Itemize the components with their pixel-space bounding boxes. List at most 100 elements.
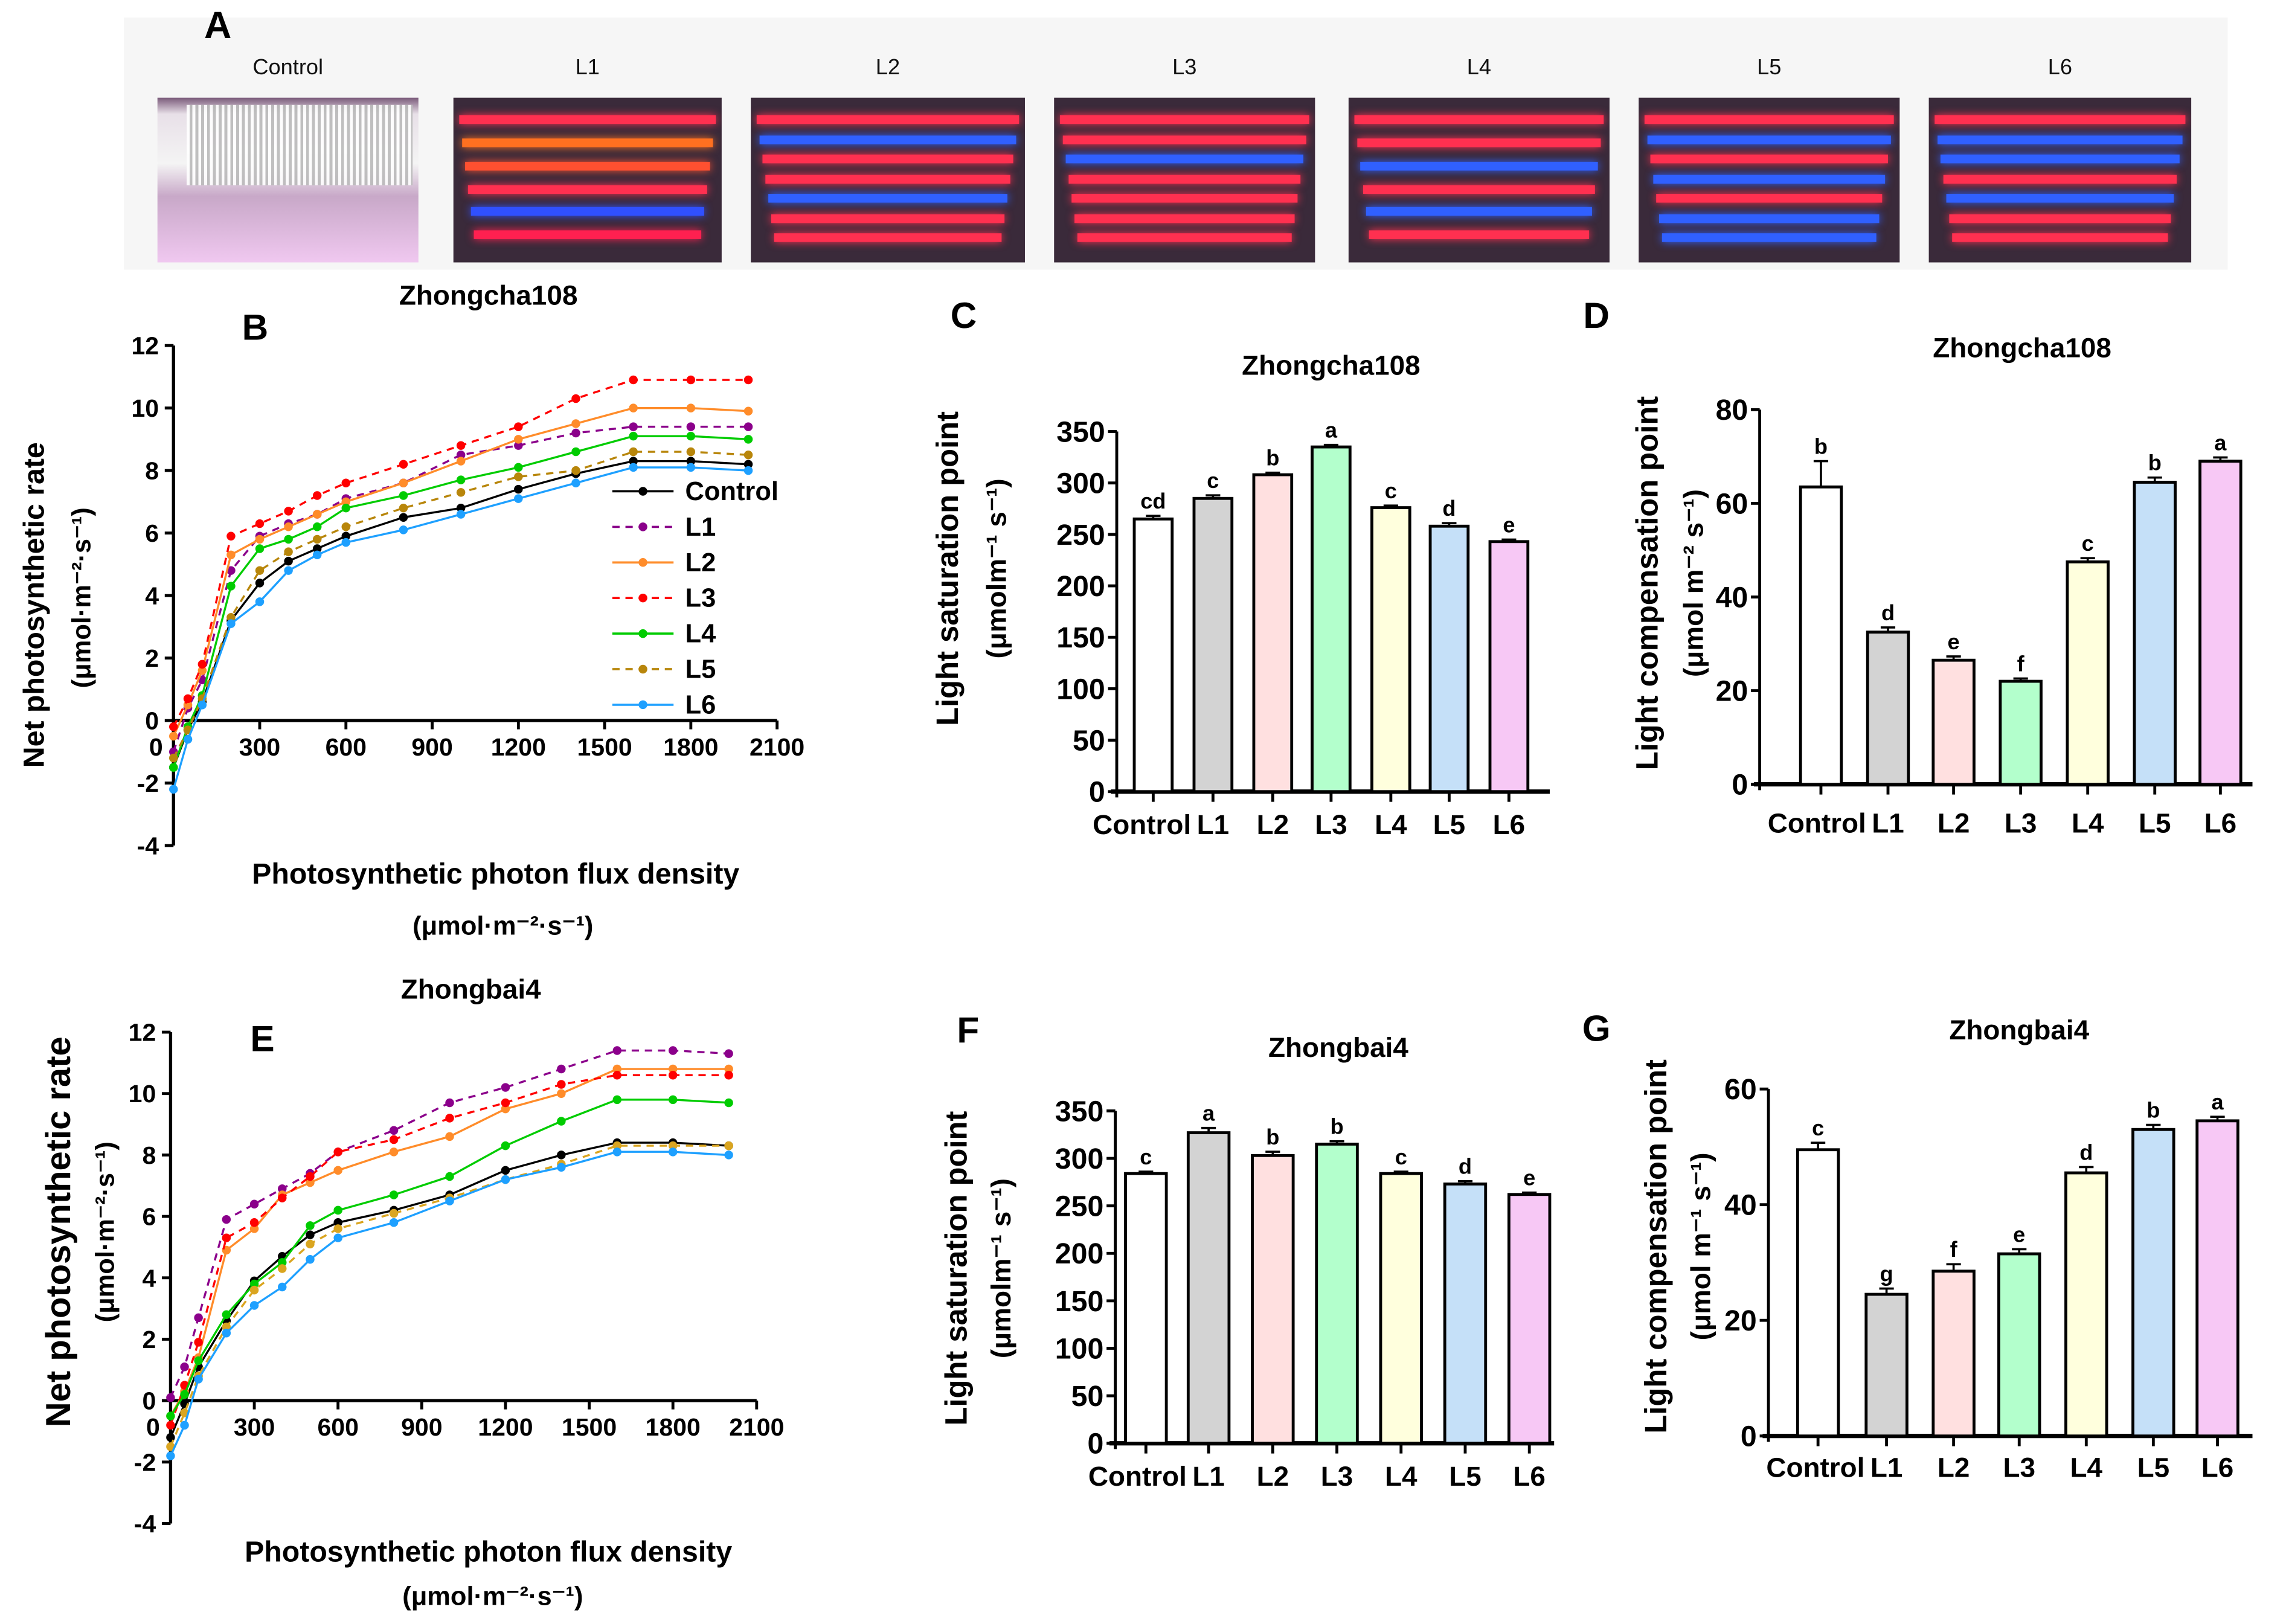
data-point-l3 bbox=[456, 441, 466, 450]
significance-letter: g bbox=[1880, 1261, 1893, 1286]
significance-letter: b bbox=[1266, 1125, 1279, 1149]
data-point-l6 bbox=[456, 510, 466, 519]
y-tick-label: 100 bbox=[1055, 1332, 1104, 1365]
data-point-control bbox=[557, 1151, 566, 1160]
panel-letter: C bbox=[951, 295, 977, 336]
data-point-control bbox=[255, 579, 265, 588]
data-point-l2 bbox=[284, 522, 293, 531]
data-point-l6 bbox=[571, 478, 580, 488]
x-tick-label: 1800 bbox=[663, 733, 718, 761]
panel-letter: F bbox=[957, 1009, 979, 1050]
data-point-l3 bbox=[312, 491, 322, 500]
data-point-l3 bbox=[278, 1193, 287, 1202]
y-tick-label: 300 bbox=[1056, 467, 1105, 500]
category-label: Control bbox=[1768, 807, 1866, 838]
data-point-l4 bbox=[501, 1141, 510, 1151]
bar-l5 bbox=[2131, 1128, 2175, 1438]
category-label: L2 bbox=[1257, 809, 1289, 840]
data-point-l3 bbox=[501, 1098, 510, 1108]
data-point-l5 bbox=[249, 1285, 259, 1295]
significance-letter: c bbox=[1207, 468, 1219, 493]
y-tick-label: -4 bbox=[134, 1510, 156, 1538]
data-point-l3 bbox=[612, 1070, 622, 1080]
category-label: Control bbox=[1766, 1451, 1864, 1483]
y-tick-label: 100 bbox=[1056, 673, 1105, 705]
data-point-l3 bbox=[341, 478, 351, 488]
y-tick-label: -4 bbox=[137, 832, 159, 860]
data-point-l2 bbox=[399, 478, 408, 488]
data-point-l3 bbox=[557, 1080, 566, 1089]
data-point-l4 bbox=[686, 431, 696, 441]
x-tick-label: 1200 bbox=[478, 1413, 533, 1441]
data-point-l6 bbox=[501, 1175, 510, 1184]
y-tick-label: 10 bbox=[129, 1080, 156, 1108]
data-point-l3 bbox=[226, 531, 236, 541]
data-point-l2 bbox=[724, 1064, 733, 1074]
y-tick-label: 200 bbox=[1055, 1237, 1104, 1270]
category-label: Control bbox=[1093, 809, 1191, 840]
light-treatment-photo bbox=[453, 97, 722, 263]
y-tick-label: 12 bbox=[129, 1019, 156, 1047]
data-point-l2 bbox=[226, 550, 236, 560]
data-point-l2 bbox=[341, 497, 351, 507]
bar-l4 bbox=[2064, 1171, 2108, 1438]
data-point-l3 bbox=[194, 1338, 203, 1347]
data-point-l3 bbox=[686, 375, 696, 385]
data-point-l1 bbox=[724, 1049, 733, 1058]
category-label: L5 bbox=[2139, 807, 2171, 838]
category-label: L6 bbox=[2201, 1451, 2234, 1483]
data-point-l2 bbox=[571, 419, 580, 428]
series-line-l1 bbox=[172, 425, 749, 753]
y-tick-label: 4 bbox=[145, 582, 159, 610]
data-point-l4 bbox=[249, 1279, 259, 1289]
data-point-l3 bbox=[445, 1114, 454, 1123]
bar-l2 bbox=[1931, 658, 1976, 786]
significance-letter: f bbox=[1950, 1237, 1958, 1262]
significance-letter: c bbox=[1812, 1115, 1824, 1140]
legend-label: L4 bbox=[685, 620, 716, 649]
bar-control bbox=[1124, 1172, 1168, 1445]
data-point-control bbox=[629, 457, 638, 466]
data-point-l6 bbox=[226, 619, 236, 628]
photo-label: L6 bbox=[2047, 55, 2072, 80]
y-tick-label: 2 bbox=[142, 1326, 156, 1353]
legend-label: L2 bbox=[685, 548, 716, 577]
bar-l6 bbox=[1507, 1193, 1552, 1445]
data-point-l2 bbox=[557, 1089, 566, 1098]
photo-label: L2 bbox=[875, 55, 901, 80]
x-tick-label: 1500 bbox=[562, 1413, 617, 1441]
data-point-l5 bbox=[456, 488, 466, 497]
data-point-l2 bbox=[389, 1147, 399, 1157]
bar-control bbox=[1132, 517, 1174, 794]
data-point-l1 bbox=[686, 422, 696, 431]
x-tick-label: 300 bbox=[234, 1413, 275, 1441]
significance-letter: b bbox=[1266, 446, 1279, 470]
light-treatment-photo bbox=[751, 97, 1025, 263]
panel-letter: D bbox=[1583, 295, 1610, 336]
significance-letter: d bbox=[2079, 1140, 2093, 1164]
x-tick-label: 300 bbox=[239, 733, 280, 761]
legend-marker bbox=[638, 487, 647, 496]
data-point-l3 bbox=[197, 660, 207, 669]
data-point-l3 bbox=[249, 1218, 259, 1227]
data-point-l6 bbox=[514, 494, 523, 503]
bar-l6 bbox=[2195, 1119, 2239, 1438]
data-point-l4 bbox=[399, 491, 408, 500]
legend-label: Control bbox=[685, 477, 779, 506]
y-tick-label: 250 bbox=[1056, 519, 1105, 551]
bar-l1 bbox=[1864, 1292, 1909, 1438]
category-label: L3 bbox=[2005, 807, 2037, 838]
data-point-l3 bbox=[571, 394, 580, 403]
data-point-l6 bbox=[612, 1147, 622, 1157]
y-tick-label: 350 bbox=[1055, 1095, 1104, 1128]
bar-l6 bbox=[1488, 540, 1530, 794]
data-point-l4 bbox=[306, 1221, 315, 1230]
data-point-l1 bbox=[557, 1064, 566, 1074]
data-point-l6 bbox=[180, 1420, 189, 1430]
bar-l3 bbox=[1311, 445, 1352, 794]
data-point-l3 bbox=[333, 1147, 342, 1157]
data-point-l4 bbox=[456, 475, 466, 484]
bar-l2 bbox=[1931, 1269, 1976, 1438]
